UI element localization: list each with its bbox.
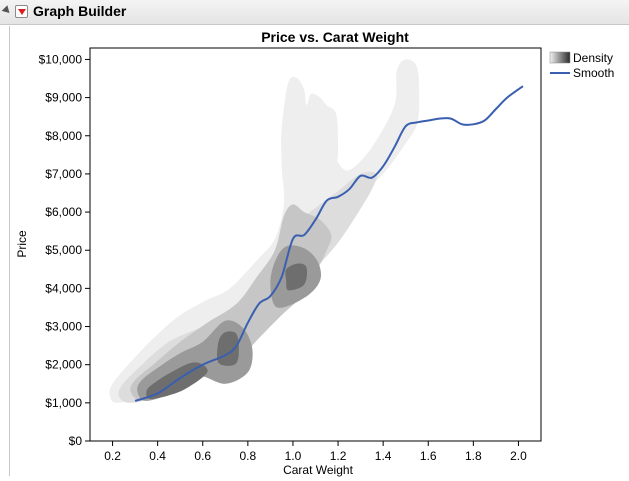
y-axis-label: Price [15, 230, 29, 258]
y-axis: $0 $1,000 $2,000 $3,000 $4,000 $5,000 $6,000 $7… [39, 52, 90, 448]
x-tick-label: 1.8 [465, 449, 482, 463]
y-tick-label: $2,000 [45, 358, 82, 372]
graph-panel [9, 26, 625, 476]
smooth-series [134, 85, 524, 402]
legend: Density Smooth [549, 51, 614, 80]
x-axis-label: Carat Weight [283, 463, 353, 477]
x-tick-label: 1.0 [285, 449, 302, 463]
x-tick-label: 1.4 [375, 449, 392, 463]
y-tick-label: $6,000 [45, 205, 82, 219]
y-tick-label: $5,000 [45, 243, 82, 257]
x-tick-label: 1.2 [330, 449, 347, 463]
density-contour-level-5-7 [285, 263, 308, 291]
legend-density-swatch [549, 51, 571, 64]
x-tick-label: 0.6 [194, 449, 211, 463]
title-bar: Graph Builder [0, 0, 629, 25]
y-tick-label: $1,000 [45, 396, 82, 410]
red-triangle-icon [18, 9, 26, 15]
red-triangle-menu-button[interactable] [15, 5, 28, 18]
y-tick-label: $9,000 [45, 91, 82, 105]
y-tick-label: $3,000 [45, 320, 82, 334]
window-title: Graph Builder [33, 3, 127, 19]
x-axis: 0.2 0.4 0.6 0.8 1.0 1.2 1.4 1.6 1.8 2.0 [104, 441, 527, 463]
x-tick-label: 0.8 [240, 449, 257, 463]
y-tick-label: $7,000 [45, 167, 82, 181]
y-tick-label: $10,000 [39, 52, 83, 66]
x-tick-label: 2.0 [510, 449, 527, 463]
y-tick-label: $8,000 [45, 129, 82, 143]
density-contours [109, 59, 420, 403]
y-tick-label: $4,000 [45, 281, 82, 295]
density-contour-level-1-0 [109, 59, 420, 403]
chart-title: Price vs. Carat Weight [261, 29, 409, 45]
x-tick-label: 0.2 [104, 449, 121, 463]
x-tick-label: 1.6 [420, 449, 437, 463]
smooth-line [134, 85, 524, 402]
legend-density-label: Density [573, 51, 613, 65]
y-tick-label: $0 [69, 434, 83, 448]
legend-smooth-label: Smooth [573, 66, 614, 80]
x-tick-label: 0.4 [149, 449, 166, 463]
